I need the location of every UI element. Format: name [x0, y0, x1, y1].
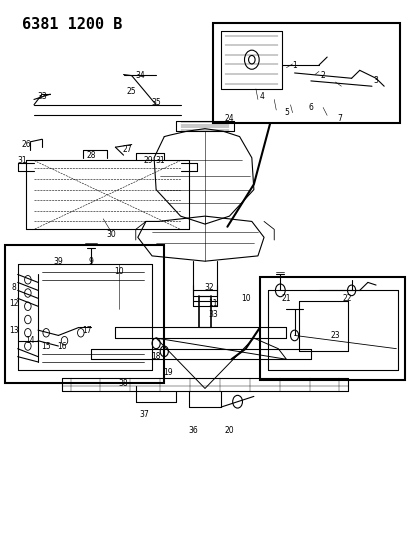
Text: 6381 1200 B: 6381 1200 B — [22, 17, 122, 33]
Text: 6: 6 — [308, 103, 312, 112]
Text: 31: 31 — [155, 156, 164, 165]
Text: 32: 32 — [204, 283, 213, 292]
Text: 10: 10 — [240, 294, 250, 303]
Text: 38: 38 — [119, 378, 128, 387]
Text: 36: 36 — [187, 426, 197, 435]
Text: 5: 5 — [283, 108, 288, 117]
Text: 30: 30 — [106, 230, 116, 239]
Text: 27: 27 — [123, 146, 132, 155]
Text: 8: 8 — [11, 283, 16, 292]
Text: 23: 23 — [330, 331, 339, 340]
Text: 24: 24 — [224, 114, 234, 123]
Text: 3: 3 — [373, 76, 378, 85]
Text: 1: 1 — [292, 61, 296, 69]
Bar — [259, 277, 404, 381]
Text: 4: 4 — [259, 92, 264, 101]
Text: 31: 31 — [17, 156, 27, 165]
Text: 19: 19 — [163, 368, 173, 377]
Text: 18: 18 — [151, 352, 160, 361]
Text: 39: 39 — [54, 257, 63, 265]
Text: 33: 33 — [37, 92, 47, 101]
Text: 35: 35 — [151, 98, 161, 107]
Text: 2: 2 — [320, 71, 325, 80]
Text: 10: 10 — [115, 268, 124, 276]
Bar — [213, 22, 400, 123]
Bar — [5, 245, 164, 383]
Text: 29: 29 — [143, 156, 153, 165]
Text: 17: 17 — [82, 326, 92, 335]
Text: 37: 37 — [139, 410, 148, 419]
Text: 22: 22 — [342, 294, 351, 303]
Text: 33: 33 — [208, 310, 218, 319]
Text: 25: 25 — [126, 87, 136, 96]
Text: 21: 21 — [281, 294, 290, 303]
Text: 34: 34 — [135, 71, 144, 80]
Text: 7: 7 — [336, 114, 341, 123]
Text: 14: 14 — [25, 336, 35, 345]
Text: 12: 12 — [9, 299, 18, 308]
Text: 20: 20 — [224, 426, 234, 435]
Text: 28: 28 — [86, 151, 95, 160]
Text: 9: 9 — [88, 257, 93, 265]
Text: 11: 11 — [208, 299, 217, 308]
Text: 13: 13 — [9, 326, 18, 335]
Text: 26: 26 — [21, 140, 31, 149]
Text: 16: 16 — [58, 342, 67, 351]
Text: 15: 15 — [41, 342, 51, 351]
